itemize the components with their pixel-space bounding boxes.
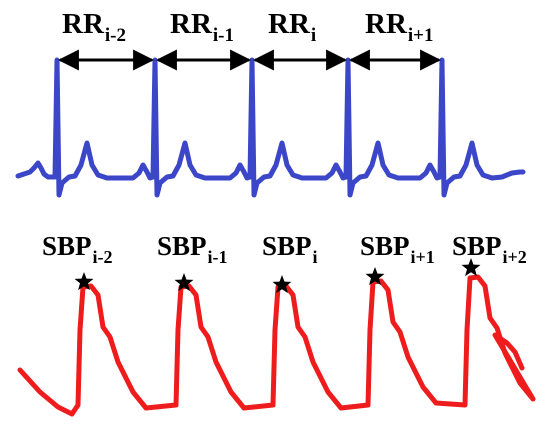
sbp-label-1: SBPi-1	[157, 231, 228, 267]
rr-label-main: RR	[268, 8, 311, 40]
sbp-label-sub: i+1	[411, 247, 435, 267]
svg-text:SBPi-1: SBPi-1	[157, 231, 228, 267]
svg-text:SBPi+2: SBPi+2	[452, 231, 527, 267]
sbp-label-sub: i	[313, 247, 318, 267]
rr-label-sub: i-2	[105, 25, 126, 46]
sbp-label-main: SBP	[360, 231, 410, 261]
star-icon	[174, 273, 194, 292]
sbp-label-2: SBPi	[262, 231, 318, 267]
svg-text:SBPi-2: SBPi-2	[42, 231, 113, 267]
star-icon	[365, 267, 385, 286]
sbp-label-main: SBP	[452, 231, 502, 261]
svg-text:RRi-2: RRi-2	[62, 8, 126, 46]
sbp-label-sub: i-2	[93, 247, 113, 267]
sbp-label-4: SBPi+2	[452, 231, 527, 267]
svg-text:SBPi+1: SBPi+1	[360, 231, 435, 267]
ecg-trace	[15, 57, 526, 198]
rr-label-sub: i-1	[213, 25, 234, 46]
star-icon	[272, 275, 292, 294]
svg-text:SBPi: SBPi	[262, 231, 318, 267]
rr-label-main: RR	[62, 8, 105, 40]
star-icon	[461, 258, 481, 277]
svg-text:RRi-1: RRi-1	[170, 8, 234, 46]
peak-markers	[74, 258, 481, 294]
rr-label-main: RR	[170, 8, 213, 40]
rr-label-2: RRi	[268, 8, 316, 46]
rr-label-sub: i+1	[408, 25, 434, 46]
sbp-label-sub: i-1	[208, 247, 228, 267]
sbp-label-0: SBPi-2	[42, 231, 113, 267]
sbp-label-3: SBPi+1	[360, 231, 435, 267]
rr-label-sub: i	[311, 25, 316, 46]
sbp-label-main: SBP	[157, 231, 207, 261]
svg-text:RRi: RRi	[268, 8, 316, 46]
sbp-label-main: SBP	[262, 231, 312, 261]
blood-pressure-trace	[17, 274, 536, 417]
rr-label-main: RR	[365, 8, 408, 40]
sbp-label-main: SBP	[42, 231, 92, 261]
rr-label-0: RRi-2	[62, 8, 126, 46]
rr-label-3: RRi+1	[365, 8, 434, 46]
star-icon	[74, 272, 94, 291]
svg-text:RRi+1: RRi+1	[365, 8, 434, 46]
rr-label-1: RRi-1	[170, 8, 234, 46]
sbp-label-sub: i+2	[503, 247, 527, 267]
